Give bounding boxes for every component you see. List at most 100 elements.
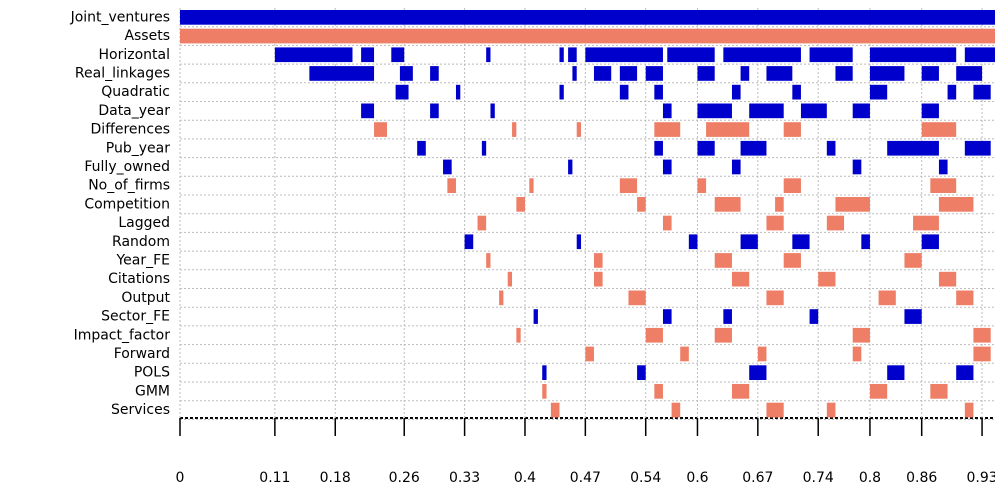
inclusion-cell — [973, 327, 991, 343]
inclusion-cell — [654, 122, 681, 137]
inclusion-cell — [938, 159, 948, 175]
inclusion-cell — [826, 215, 845, 231]
inclusion-cell — [783, 253, 801, 268]
inclusion-cell — [869, 384, 888, 399]
inclusion-cell — [697, 103, 732, 119]
row-label: GMM — [135, 383, 170, 399]
inclusion-cell — [486, 47, 491, 63]
inclusion-cell — [904, 253, 922, 268]
inclusion-cell — [887, 140, 939, 156]
inclusion-cell — [731, 84, 741, 100]
inclusion-cell — [973, 84, 991, 100]
inclusion-cell — [361, 47, 375, 63]
row-label: POLS — [134, 365, 170, 381]
inclusion-cell — [430, 66, 439, 81]
inclusion-cell — [486, 253, 491, 268]
row-label: Lagged — [118, 215, 170, 231]
inclusion-cell — [697, 140, 715, 156]
inclusion-cell — [809, 47, 853, 63]
inclusion-cell — [688, 234, 698, 250]
inclusion-cell — [374, 122, 387, 137]
inclusion-cell — [706, 122, 750, 137]
inclusion-cell — [792, 84, 801, 100]
inclusion-cell — [662, 215, 672, 231]
inclusion-cell — [637, 365, 646, 380]
inclusion-cell — [490, 103, 495, 119]
inclusion-cell — [662, 309, 672, 324]
inclusion-cell — [455, 84, 461, 100]
inclusion-cell — [559, 84, 564, 100]
inclusion-cell — [956, 66, 983, 81]
inclusion-cell — [576, 234, 582, 250]
inclusion-cell — [930, 384, 948, 399]
row-label: Real_linkages — [75, 65, 170, 81]
inclusion-cell — [740, 234, 758, 250]
inclusion-cell — [964, 47, 995, 63]
inclusion-cell — [869, 84, 888, 100]
x-tick-label: 0.6 — [686, 470, 708, 486]
inclusion-cell — [274, 47, 353, 63]
inclusion-cell — [852, 159, 862, 175]
inclusion-cell — [869, 47, 957, 63]
inclusion-cell — [714, 197, 741, 212]
inclusion-cell — [499, 290, 504, 306]
inclusion-cell — [477, 215, 487, 231]
x-tick-label: 0.86 — [906, 470, 937, 486]
inclusion-cell — [464, 234, 474, 250]
inclusion-cell — [585, 47, 663, 63]
row-label: Horizontal — [99, 47, 170, 63]
row-label: Fully_owned — [84, 159, 170, 175]
x-tick-label: 0.74 — [803, 470, 834, 486]
inclusion-cell — [869, 66, 905, 81]
inclusion-cell — [783, 178, 801, 193]
inclusion-cell — [507, 271, 513, 287]
inclusion-cell — [593, 253, 603, 268]
x-tick-label: 0 — [176, 470, 185, 486]
inclusion-cell — [516, 197, 525, 212]
inclusion-cell — [697, 178, 707, 193]
row-label: Pub_year — [106, 140, 170, 156]
inclusion-cell — [512, 122, 517, 137]
inclusion-cell — [714, 327, 732, 343]
inclusion-cell — [852, 103, 870, 119]
inclusion-cell — [667, 47, 715, 63]
inclusion-cell — [662, 159, 672, 175]
inclusion-cell — [757, 346, 767, 362]
inclusion-cell — [585, 346, 594, 362]
inclusion-cell — [593, 271, 603, 287]
row-label: Citations — [108, 271, 170, 287]
inclusion-cell — [662, 103, 672, 119]
inclusion-cell — [180, 28, 995, 44]
inclusion-cell — [930, 178, 957, 193]
inclusion-cell — [964, 402, 974, 418]
inclusion-cell — [430, 103, 439, 119]
row-label: Random — [112, 234, 170, 250]
inclusion-cell — [731, 271, 750, 287]
inclusion-cell — [645, 66, 663, 81]
inclusion-cell — [835, 197, 870, 212]
x-tick-label: 0.93 — [966, 470, 995, 486]
inclusion-cell — [593, 66, 612, 81]
inclusion-cell — [766, 215, 784, 231]
inclusion-cell — [654, 384, 663, 399]
inclusion-cell — [542, 365, 547, 380]
inclusion-cell — [619, 178, 638, 193]
row-label: Sector_FE — [101, 309, 170, 325]
inclusion-cell — [559, 47, 564, 63]
inclusion-cell — [861, 234, 870, 250]
inclusion-cell — [852, 346, 862, 362]
inclusion-cell — [395, 84, 409, 100]
inclusion-cell — [399, 66, 413, 81]
inclusion-cell — [956, 365, 974, 380]
inclusion-cell — [973, 346, 991, 362]
inclusion-cell — [938, 197, 974, 212]
x-tick-label: 0.11 — [259, 470, 290, 486]
inclusion-cell — [542, 384, 547, 399]
inclusion-cell — [576, 122, 582, 137]
row-label: Joint_ventures — [70, 9, 170, 25]
inclusion-cell — [654, 140, 663, 156]
inclusion-cell — [723, 309, 732, 324]
x-tick-label: 0.54 — [630, 470, 661, 486]
inclusion-cell — [361, 103, 375, 119]
inclusion-cell — [309, 66, 375, 81]
